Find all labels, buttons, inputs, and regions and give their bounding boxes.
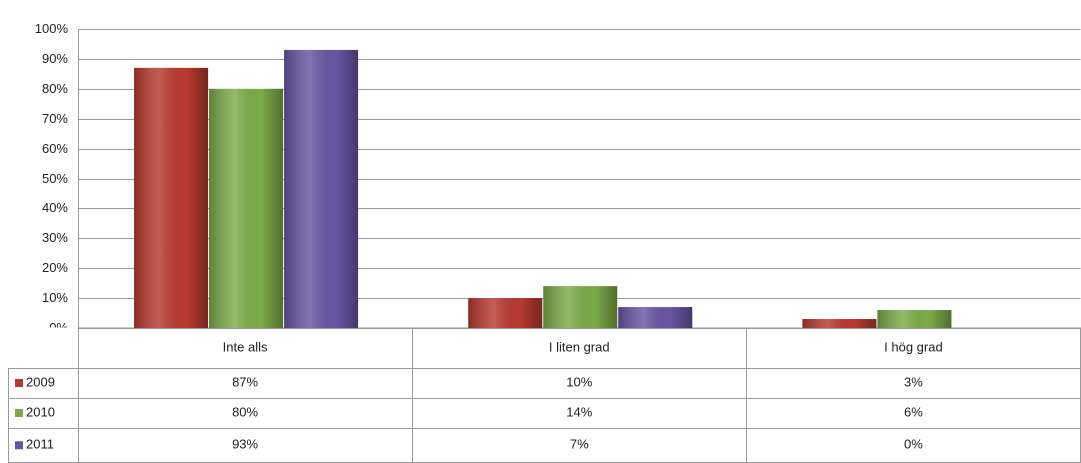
legend-key [15,441,23,450]
table-value: 14% [566,404,592,419]
table-value: 6% [904,404,923,419]
bar-shade [134,67,209,329]
bar-shade [802,319,877,328]
y-tick-label: 80% [42,81,68,96]
legend-label: 2011 [26,437,54,452]
bar-shade [877,310,952,328]
bar-shade [209,88,284,328]
y-tick-label: 10% [42,290,68,305]
bar-shade [468,298,543,328]
bar-shade [543,286,618,328]
y-tick-label: 70% [42,111,68,126]
bar-shade [284,49,359,329]
y-tick-label: 40% [42,200,68,215]
table-value: 0% [904,437,923,452]
y-tick-label: 100% [35,21,69,36]
legend-key [15,409,23,417]
legend-key [15,379,23,387]
y-tick-label: 60% [42,141,68,156]
x-tick-label: I liten grad [549,339,610,354]
x-tick-label: Inte alls [223,339,268,354]
table-value: 80% [232,404,258,419]
table-value: 7% [570,437,589,452]
table-value: 93% [232,437,258,452]
table-value: 3% [904,374,923,389]
bar-shade [618,307,693,328]
table-value: 87% [232,374,258,389]
y-tick-label: 30% [42,230,68,245]
legend-label: 2010 [26,404,55,419]
y-tick-label: 20% [42,260,68,275]
y-tick-label: 90% [42,51,68,66]
table-value: 10% [566,374,592,389]
y-tick-label: 50% [42,171,68,186]
x-tick-label: I hög grad [884,339,943,354]
table-corner-cover [0,327,78,368]
legend-label: 2009 [26,374,55,389]
